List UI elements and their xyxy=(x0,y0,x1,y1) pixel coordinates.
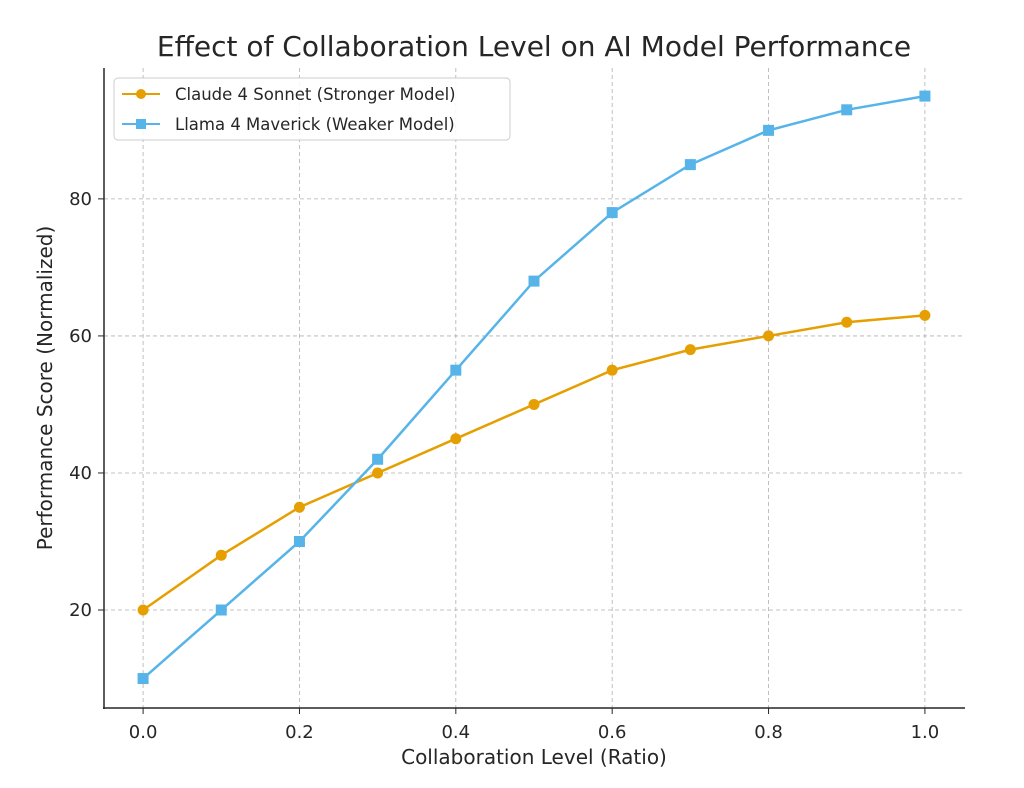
data-point xyxy=(763,330,775,342)
data-point xyxy=(372,467,384,479)
data-point xyxy=(137,673,149,685)
y-tick-label: 80 xyxy=(69,189,92,210)
x-tick-label: 0.4 xyxy=(441,722,470,743)
y-tick-label: 20 xyxy=(69,600,92,621)
data-point xyxy=(684,159,696,171)
x-axis-label: Collaboration Level (Ratio) xyxy=(401,745,667,769)
data-point xyxy=(606,364,618,376)
data-point xyxy=(450,364,462,376)
series-line-0 xyxy=(142,314,926,612)
x-tick-label: 0.8 xyxy=(754,722,783,743)
y-tick-label: 60 xyxy=(69,326,92,347)
legend: Claude 4 Sonnet (Stronger Model) Llama 4… xyxy=(113,77,511,141)
data-point xyxy=(450,433,462,445)
legend-marker-claude xyxy=(136,89,146,99)
grid xyxy=(104,68,964,708)
data-point xyxy=(684,344,696,356)
data-point xyxy=(763,124,775,136)
data-point xyxy=(841,316,853,328)
data-point xyxy=(372,453,384,465)
series-group xyxy=(137,90,931,685)
ticks: 0.0 0.2 0.4 0.6 0.8 1.0 20 40 60 80 xyxy=(69,189,939,743)
data-point xyxy=(137,604,149,616)
x-tick-label: 0.6 xyxy=(598,722,627,743)
data-point xyxy=(841,104,853,116)
data-point xyxy=(293,535,305,547)
data-point xyxy=(919,309,931,321)
axes xyxy=(103,68,965,709)
x-tick-label: 0.0 xyxy=(129,722,158,743)
legend-label-claude: Claude 4 Sonnet (Stronger Model) xyxy=(175,85,456,104)
data-point xyxy=(528,398,540,410)
data-point xyxy=(293,501,305,513)
data-point xyxy=(215,549,227,561)
y-axis-label: Performance Score (Normalized) xyxy=(33,226,57,551)
chart-title: Effect of Collaboration Level on AI Mode… xyxy=(157,30,911,63)
series-line-1 xyxy=(142,94,926,680)
data-point xyxy=(528,275,540,287)
legend-label-llama: Llama 4 Maverick (Weaker Model) xyxy=(175,115,455,134)
data-point xyxy=(606,207,618,219)
x-tick-label: 0.2 xyxy=(285,722,314,743)
legend-box xyxy=(113,77,511,141)
data-point xyxy=(215,604,227,616)
x-tick-label: 1.0 xyxy=(911,722,940,743)
legend-marker-llama xyxy=(136,119,146,129)
y-tick-label: 40 xyxy=(69,463,92,484)
data-point xyxy=(919,90,931,102)
